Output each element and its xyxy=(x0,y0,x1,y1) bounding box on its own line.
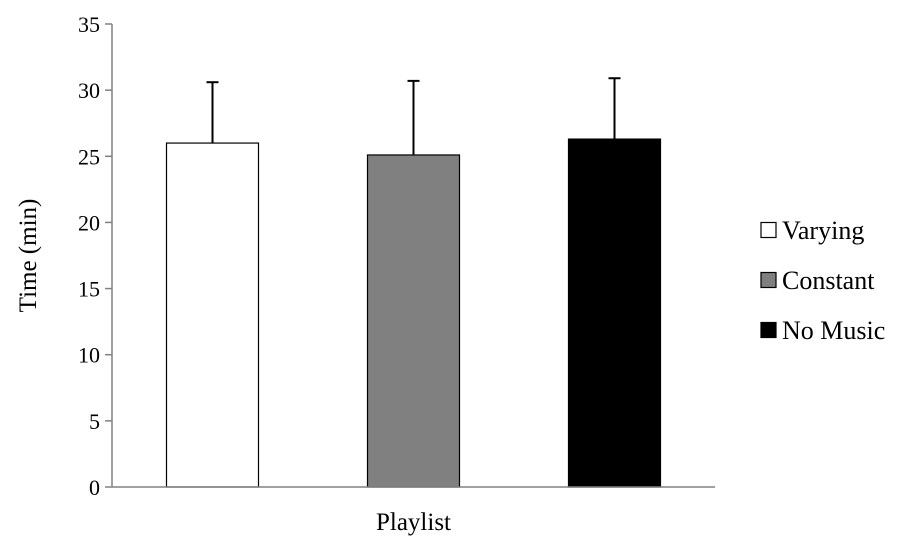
bar-constant xyxy=(366,154,461,488)
legend-swatch-constant xyxy=(760,271,777,289)
y-tick-label: 25 xyxy=(78,144,100,169)
y-tick-label: 5 xyxy=(89,409,100,434)
y-axis-ticks: 0 5 10 15 20 25 30 35 xyxy=(78,12,112,500)
x-axis-title: Playlist xyxy=(376,509,451,536)
y-tick-label: 10 xyxy=(78,343,100,368)
y-axis-title: Time (min) xyxy=(15,199,42,313)
legend: Varying Constant No Music xyxy=(760,216,885,345)
y-tick-label: 20 xyxy=(78,210,100,235)
legend-label: Varying xyxy=(782,216,864,245)
legend-label: No Music xyxy=(782,316,885,345)
y-tick-label: 0 xyxy=(89,475,100,500)
legend-label: Constant xyxy=(782,266,875,295)
y-tick-label: 30 xyxy=(78,78,100,103)
bar-varying xyxy=(165,142,260,488)
y-tick-label: 15 xyxy=(78,277,100,302)
bar-no-music xyxy=(567,138,662,488)
bars xyxy=(165,138,662,488)
error-bars xyxy=(206,77,621,155)
legend-swatch-varying xyxy=(760,221,777,239)
legend-swatch-no-music xyxy=(760,321,777,339)
y-tick-label: 35 xyxy=(78,12,100,37)
